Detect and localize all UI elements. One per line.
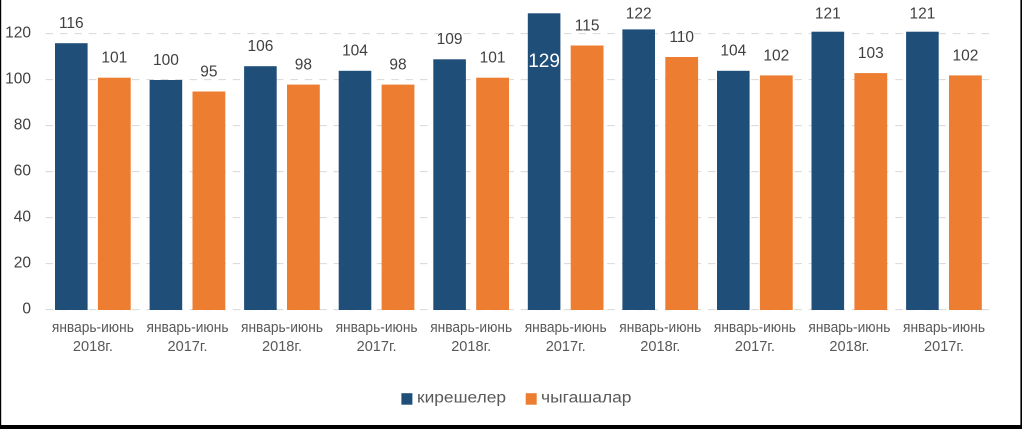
svg-text:100: 100 — [153, 52, 179, 69]
svg-text:чыгашалар: чыгашалар — [541, 390, 632, 407]
svg-text:январь-июнь: январь-июнь — [808, 319, 890, 336]
svg-text:2017г.: 2017г. — [924, 338, 964, 355]
svg-text:январь-июнь: январь-июнь — [903, 319, 985, 336]
svg-text:98: 98 — [389, 57, 406, 74]
svg-text:2018г.: 2018г. — [73, 338, 113, 355]
svg-text:2018г.: 2018г. — [640, 338, 680, 355]
svg-text:101: 101 — [101, 50, 127, 67]
svg-text:январь-июнь: январь-июнь — [525, 319, 607, 336]
svg-text:2017г.: 2017г. — [168, 338, 208, 355]
svg-text:104: 104 — [720, 43, 746, 60]
svg-text:95: 95 — [200, 63, 217, 80]
svg-text:129: 129 — [528, 51, 560, 72]
svg-text:101: 101 — [480, 50, 506, 67]
svg-text:60: 60 — [14, 163, 32, 180]
svg-text:январь-июнь: январь-июнь — [52, 319, 134, 336]
svg-text:январь-июнь: январь-июнь — [241, 319, 323, 336]
svg-text:110: 110 — [669, 29, 694, 46]
svg-text:98: 98 — [295, 57, 312, 74]
svg-text:120: 120 — [5, 25, 31, 42]
svg-text:январь-июнь: январь-июнь — [147, 319, 229, 336]
svg-text:121: 121 — [909, 5, 935, 22]
svg-text:106: 106 — [247, 38, 273, 55]
svg-text:2018г.: 2018г. — [451, 338, 491, 355]
svg-text:январь-июнь: январь-июнь — [619, 319, 701, 336]
svg-text:104: 104 — [342, 43, 368, 60]
svg-text:2017г.: 2017г. — [546, 338, 586, 355]
svg-text:0: 0 — [22, 301, 31, 318]
svg-text:2017г.: 2017г. — [735, 338, 775, 355]
svg-text:кирешелер: кирешелер — [417, 390, 506, 407]
svg-text:2017г.: 2017г. — [357, 338, 397, 355]
svg-text:январь-июнь: январь-июнь — [336, 319, 418, 336]
svg-text:2018г.: 2018г. — [262, 338, 302, 355]
svg-text:100: 100 — [5, 71, 31, 88]
svg-text:121: 121 — [815, 5, 841, 22]
svg-text:116: 116 — [59, 15, 84, 32]
svg-text:2018г.: 2018г. — [829, 338, 869, 355]
svg-text:январь-июнь: январь-июнь — [714, 319, 796, 336]
svg-text:102: 102 — [952, 47, 978, 64]
svg-text:20: 20 — [14, 255, 32, 272]
svg-text:109: 109 — [437, 31, 463, 48]
svg-text:102: 102 — [763, 47, 789, 64]
svg-text:январь-июнь: январь-июнь — [430, 319, 512, 336]
svg-text:115: 115 — [575, 17, 600, 34]
svg-text:103: 103 — [858, 45, 884, 62]
svg-text:40: 40 — [14, 209, 32, 226]
svg-text:80: 80 — [14, 117, 32, 134]
svg-text:122: 122 — [626, 5, 652, 22]
